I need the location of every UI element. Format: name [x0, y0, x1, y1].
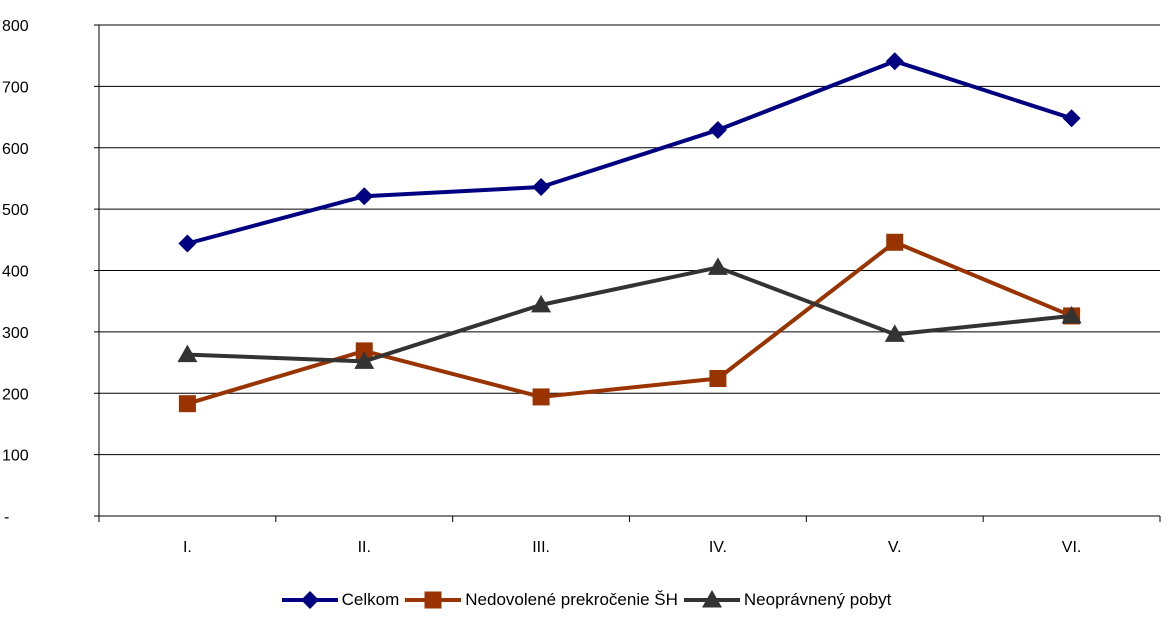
data-point: [355, 187, 374, 206]
data-point: [531, 294, 552, 313]
y-tick-label: 600: [2, 141, 29, 158]
data-point: [355, 342, 373, 360]
y-tick-label: 400: [2, 264, 29, 281]
legend-swatch: [281, 591, 338, 609]
y-tick-label: -: [4, 509, 9, 526]
series-lines: [177, 52, 1082, 413]
y-tick-label: 300: [2, 325, 29, 342]
y-tick-label: 100: [2, 448, 29, 465]
x-tick-label: I.: [183, 539, 192, 556]
y-tick-label: 200: [2, 386, 29, 403]
grid-lines: [99, 24, 1160, 456]
legend-swatch: [683, 590, 740, 608]
series-line: [187, 265, 1072, 364]
data-point: [885, 52, 904, 71]
data-point: [178, 234, 197, 253]
series-2: [178, 233, 1081, 413]
data-point: [177, 344, 198, 363]
data-point: [178, 395, 196, 413]
series-3: [177, 257, 1082, 369]
y-tick-label: 700: [2, 79, 29, 96]
series-line: [186, 59, 1073, 246]
data-point: [1061, 305, 1082, 324]
data-point: [354, 351, 375, 369]
series-line: [186, 240, 1073, 406]
data-point: [886, 233, 904, 251]
x-tick-label: III.: [532, 539, 550, 556]
legend-item: Nedovolené prekročenie ŠH: [403, 590, 678, 610]
legend-label: Celkom: [341, 590, 400, 609]
legend-swatch-marker: [300, 591, 319, 609]
legend-swatch-marker: [424, 591, 442, 609]
data-point: [709, 370, 727, 388]
data-point: [532, 178, 551, 197]
legend-item: Neoprávnený pobyt: [682, 590, 891, 610]
legend-label: Neoprávnený pobyt: [743, 590, 892, 609]
legend-item: Celkom: [280, 590, 400, 610]
y-tick-label: 800: [2, 18, 29, 35]
data-point: [1062, 109, 1081, 128]
data-point: [707, 257, 728, 275]
data-point: [708, 120, 727, 139]
data-point: [884, 324, 905, 342]
legend: Celkom Nedovolené prekročenie ŠH Neoprávne…: [0, 590, 1171, 610]
x-tick-label: IV.: [709, 539, 727, 556]
data-point: [532, 388, 550, 406]
series-1: [178, 52, 1081, 253]
legend-swatch-marker: [701, 590, 722, 608]
x-tick-label: II.: [358, 539, 371, 556]
y-tick-label: 500: [2, 202, 29, 219]
legend-label: Nedovolené prekročenie ŠH: [465, 590, 678, 609]
legend-swatch: [405, 591, 462, 609]
axes: - 100 200 300 400 500 600 700 800 I. II. III. IV. V. V…: [2, 18, 1161, 556]
x-tick-label: VI.: [1062, 539, 1082, 556]
x-tick-label: V.: [888, 539, 902, 556]
